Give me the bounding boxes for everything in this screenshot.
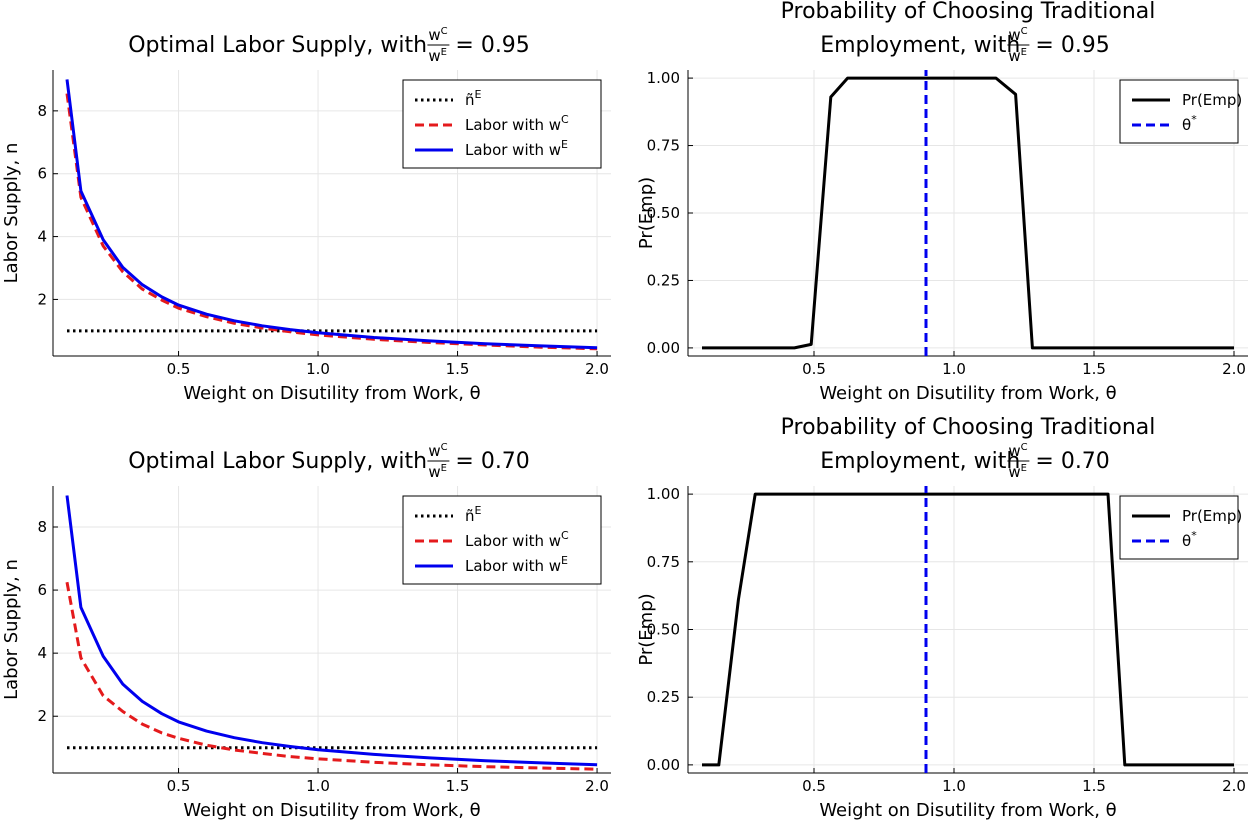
y-tick-label: 0.75 bbox=[647, 137, 680, 155]
legend-label-2: θ* bbox=[1182, 529, 1197, 550]
y-tick-label: 6 bbox=[37, 581, 47, 599]
chart-title-value: = 0.95 bbox=[455, 33, 529, 58]
legend-label-3: Labor with wE bbox=[465, 554, 568, 575]
x-tick-label: 0.5 bbox=[167, 360, 191, 378]
x-tick-label: 1.5 bbox=[1082, 777, 1106, 795]
legend: ñE Labor with wC Labor with wE bbox=[402, 79, 602, 169]
legend-label-1: Pr(Emp) bbox=[1182, 91, 1242, 109]
legend-label-1: ñE bbox=[465, 88, 482, 109]
x-axis-label: Weight on Disutility from Work, θ bbox=[183, 800, 480, 821]
y-axis-label: Pr(Emp) bbox=[636, 177, 657, 249]
title-fraction-denominator: wE bbox=[1008, 463, 1027, 481]
y-tick-label: 0.25 bbox=[647, 688, 680, 706]
x-tick-label: 0.5 bbox=[802, 777, 826, 795]
x-axis-label: Weight on Disutility from Work, θ bbox=[183, 383, 480, 404]
legend-label-1: ñE bbox=[465, 504, 482, 525]
chart-panel-4: 0.5 1.0 1.5 2.0 0.00 0.25 0.50 0.75 1.00 Weight o… bbox=[636, 415, 1248, 821]
legend-label-1: Pr(Emp) bbox=[1182, 507, 1242, 525]
chart-title-text: Employment, with bbox=[820, 449, 1020, 474]
x-tick-label: 1.0 bbox=[306, 360, 330, 378]
y-tick-label: 2 bbox=[37, 290, 47, 308]
x-tick-label: 1.0 bbox=[306, 777, 330, 795]
x-axis-label: Weight on Disutility from Work, θ bbox=[819, 800, 1116, 821]
chart-title-value: = 0.95 bbox=[1035, 33, 1109, 58]
series-line-2 bbox=[65, 581, 598, 771]
y-tick-label: 1.00 bbox=[647, 69, 680, 87]
series-line-2 bbox=[65, 93, 598, 351]
y-tick-label: 0.50 bbox=[647, 204, 680, 222]
x-tick-label: 0.5 bbox=[167, 777, 191, 795]
title-fraction-denominator: wE bbox=[428, 463, 447, 481]
chart-title-value: = 0.70 bbox=[455, 449, 529, 474]
x-tick-label: 1.5 bbox=[1082, 360, 1106, 378]
series-group bbox=[65, 495, 598, 771]
chart-title-text: Employment, with bbox=[820, 33, 1020, 58]
chart-title: Optimal Labor Supply, with wC wE = 0.95 bbox=[128, 26, 530, 65]
chart-title-value: = 0.70 bbox=[1035, 449, 1109, 474]
series-line-1 bbox=[702, 492, 1234, 767]
y-axis-label: Labor Supply, n bbox=[1, 559, 22, 700]
x-tick-label: 2.0 bbox=[585, 777, 609, 795]
title-fraction-numerator: wC bbox=[428, 26, 447, 44]
x-tick-label: 2.0 bbox=[1222, 777, 1246, 795]
series-group bbox=[702, 70, 1234, 356]
series-line-3 bbox=[65, 495, 598, 767]
chart-panel-3: 0.5 1.0 1.5 2.0 2 4 6 8 Weight on Disutility fro… bbox=[1, 442, 611, 821]
title-fraction-numerator: wC bbox=[1008, 26, 1027, 44]
y-tick-label: 0.00 bbox=[647, 339, 680, 357]
x-tick-label: 1.0 bbox=[942, 777, 966, 795]
legend-label-2: Labor with wC bbox=[465, 529, 569, 550]
legend-label-3: Labor with wE bbox=[465, 138, 568, 159]
chart-title: Probability of Choosing Traditional Emplo… bbox=[781, 0, 1156, 65]
legend: Pr(Emp) θ* bbox=[1119, 495, 1242, 560]
y-tick-label: 1.00 bbox=[647, 485, 680, 503]
y-tick-label: 0.50 bbox=[647, 621, 680, 639]
chart-panel-2: 0.5 1.0 1.5 2.0 0.00 0.25 0.50 0.75 1.00 Weight o… bbox=[636, 0, 1248, 404]
y-tick-label: 4 bbox=[37, 644, 47, 662]
legend: ñE Labor with wC Labor with wE bbox=[402, 495, 602, 585]
x-tick-label: 1.5 bbox=[446, 777, 470, 795]
x-tick-label: 2.0 bbox=[1222, 360, 1246, 378]
series-line-3 bbox=[65, 79, 598, 350]
title-fraction-denominator: wE bbox=[428, 47, 447, 65]
series-group bbox=[65, 79, 598, 351]
x-tick-label: 1.0 bbox=[942, 360, 966, 378]
legend-box bbox=[1119, 495, 1239, 560]
chart-title-line1: Probability of Choosing Traditional bbox=[781, 415, 1156, 440]
series-line-1 bbox=[702, 76, 1234, 350]
y-tick-label: 0.00 bbox=[647, 756, 680, 774]
y-tick-label: 6 bbox=[37, 165, 47, 183]
chart-title-line1: Probability of Choosing Traditional bbox=[781, 0, 1156, 24]
y-tick-label: 4 bbox=[37, 228, 47, 246]
x-tick-label: 1.5 bbox=[446, 360, 470, 378]
y-tick-label: 0.75 bbox=[647, 553, 680, 571]
legend-box bbox=[1119, 79, 1239, 144]
series-group bbox=[702, 486, 1234, 773]
x-axis-label: Weight on Disutility from Work, θ bbox=[819, 383, 1116, 404]
title-fraction-numerator: wC bbox=[428, 442, 447, 460]
chart-title-text: Optimal Labor Supply, with bbox=[128, 449, 427, 474]
chart-title-text: Optimal Labor Supply, with bbox=[128, 33, 427, 58]
y-tick-label: 8 bbox=[37, 102, 47, 120]
chart-title: Probability of Choosing Traditional Emplo… bbox=[781, 415, 1156, 481]
chart-panel-1: 0.5 1.0 1.5 2.0 2 4 6 8 Weight on Disutility fro… bbox=[1, 26, 611, 404]
y-tick-label: 2 bbox=[37, 707, 47, 725]
y-tick-label: 8 bbox=[37, 518, 47, 536]
y-tick-label: 0.25 bbox=[647, 271, 680, 289]
x-tick-label: 0.5 bbox=[802, 360, 826, 378]
y-axis-label: Pr(Emp) bbox=[636, 593, 657, 665]
title-fraction-numerator: wC bbox=[1008, 442, 1027, 460]
legend: Pr(Emp) θ* bbox=[1119, 79, 1242, 144]
legend-label-2: Labor with wC bbox=[465, 113, 569, 134]
y-axis-label: Labor Supply, n bbox=[1, 143, 22, 284]
title-fraction-denominator: wE bbox=[1008, 47, 1027, 65]
legend-label-2: θ* bbox=[1182, 113, 1197, 134]
chart-title: Optimal Labor Supply, with wC wE = 0.70 bbox=[128, 442, 530, 481]
x-tick-label: 2.0 bbox=[585, 360, 609, 378]
